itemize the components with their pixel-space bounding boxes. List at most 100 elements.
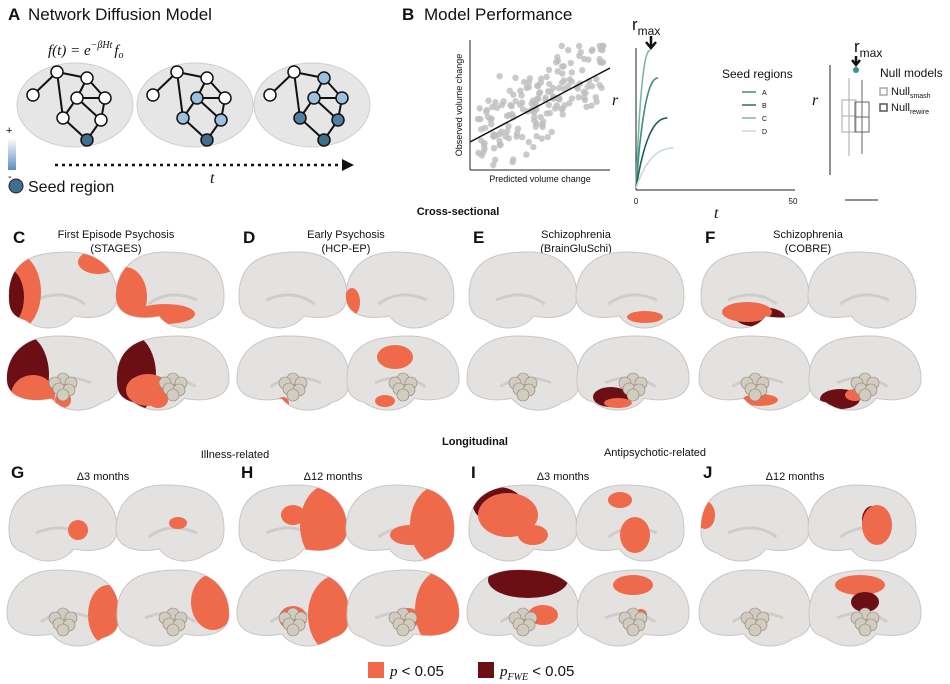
y-axis-label: r bbox=[812, 92, 819, 109]
brain-lateral bbox=[238, 484, 348, 562]
legend-entry: Nullrewire bbox=[891, 102, 929, 116]
cortex bbox=[345, 251, 455, 329]
cortex bbox=[700, 484, 810, 562]
scatter-point bbox=[544, 133, 551, 141]
scatter-point bbox=[520, 78, 528, 86]
panel-label: C bbox=[13, 228, 25, 247]
panel-label: H bbox=[241, 463, 253, 482]
scatter-point bbox=[536, 89, 544, 96]
network-node bbox=[287, 65, 301, 79]
panel-label: D bbox=[243, 228, 255, 247]
scatter-point bbox=[588, 47, 595, 55]
panel-subtitle: (BrainGluSchi) bbox=[540, 243, 612, 255]
sulcus bbox=[495, 293, 546, 306]
surface bbox=[839, 293, 890, 306]
scatter-point bbox=[490, 161, 497, 169]
scatter-point bbox=[507, 101, 514, 109]
brain-medial bbox=[698, 335, 812, 411]
network-node bbox=[218, 91, 232, 105]
surface bbox=[147, 517, 198, 539]
scatter-point bbox=[506, 87, 513, 94]
brain-medial bbox=[346, 335, 460, 411]
fit-line bbox=[469, 67, 611, 143]
sulcus bbox=[147, 293, 198, 306]
cortex bbox=[807, 251, 917, 329]
network-node bbox=[200, 133, 214, 147]
subcortical bbox=[56, 388, 70, 402]
brain-lateral bbox=[8, 484, 118, 562]
scatter-point bbox=[535, 95, 542, 102]
effect-patch bbox=[608, 492, 632, 508]
surface bbox=[839, 505, 892, 545]
x-tick-label: 50 bbox=[789, 197, 798, 206]
scatter-point bbox=[532, 123, 539, 130]
network-node bbox=[94, 113, 108, 127]
model-curve bbox=[635, 117, 668, 189]
subcortical bbox=[626, 623, 640, 637]
cortex bbox=[575, 251, 685, 329]
scatter-point bbox=[593, 75, 600, 83]
network-node bbox=[335, 91, 349, 105]
panel-title: Δ12 months bbox=[304, 471, 363, 483]
scatter-point bbox=[525, 138, 532, 146]
scatter-point bbox=[576, 52, 583, 60]
effect-patch bbox=[377, 345, 413, 369]
panel-title: Δ3 months bbox=[537, 471, 590, 483]
scatter-point bbox=[564, 46, 572, 54]
scatter-point bbox=[579, 67, 586, 74]
scatter-point bbox=[530, 143, 537, 151]
legend-entry: p < 0.05 bbox=[389, 663, 444, 680]
network-node bbox=[331, 113, 345, 127]
network-node bbox=[263, 88, 277, 102]
scatter-point bbox=[531, 117, 538, 124]
brain-lateral bbox=[468, 251, 578, 329]
surface bbox=[495, 293, 546, 306]
observed-point bbox=[853, 67, 859, 73]
scatter-point bbox=[545, 66, 553, 74]
effect-patch bbox=[191, 574, 229, 630]
scatter-point bbox=[575, 93, 582, 101]
subcortical bbox=[626, 388, 640, 402]
effect-patch bbox=[410, 485, 454, 562]
peak-label: rmax bbox=[854, 37, 882, 60]
legend-entry: Nullsmash bbox=[891, 86, 931, 100]
brain-medial bbox=[236, 335, 350, 411]
scatter-point bbox=[490, 145, 498, 152]
peak-label: rmax bbox=[632, 15, 660, 38]
panel-subtitle: (STAGES) bbox=[90, 243, 141, 255]
legend-entry: A bbox=[762, 90, 767, 97]
legend-swatch bbox=[478, 662, 494, 678]
surface bbox=[701, 501, 778, 539]
scatter-point bbox=[583, 103, 590, 111]
network-node bbox=[190, 91, 204, 105]
scatter-point bbox=[575, 42, 583, 50]
time-arrowhead bbox=[342, 159, 354, 171]
network-node bbox=[98, 91, 112, 105]
panel-subtitle: (HCP-EP) bbox=[322, 243, 371, 255]
panel-label: J bbox=[703, 463, 712, 482]
surface bbox=[265, 293, 316, 306]
panel-title: Network Diffusion Model bbox=[28, 5, 212, 24]
subcortical bbox=[286, 623, 300, 637]
sulcus bbox=[607, 293, 658, 306]
scatter-point bbox=[518, 133, 526, 141]
effect-patch bbox=[488, 570, 568, 598]
network-node bbox=[317, 71, 331, 85]
network-node bbox=[200, 71, 214, 85]
network-node bbox=[70, 91, 84, 105]
brain-medial bbox=[808, 335, 922, 411]
scatter-point bbox=[480, 148, 487, 156]
scatter-point bbox=[556, 96, 563, 103]
brain-lateral bbox=[575, 251, 685, 329]
cortex bbox=[8, 484, 118, 562]
peak-arrow bbox=[645, 36, 657, 50]
scatter-point bbox=[503, 128, 511, 135]
scatter-point bbox=[537, 113, 544, 121]
surface bbox=[35, 520, 88, 540]
scatter-point bbox=[525, 84, 533, 91]
scale-plus: + bbox=[6, 125, 12, 137]
brain-lateral bbox=[807, 251, 917, 329]
legend-entry: pFWE < 0.05 bbox=[499, 663, 574, 683]
brain-lateral bbox=[345, 251, 455, 329]
